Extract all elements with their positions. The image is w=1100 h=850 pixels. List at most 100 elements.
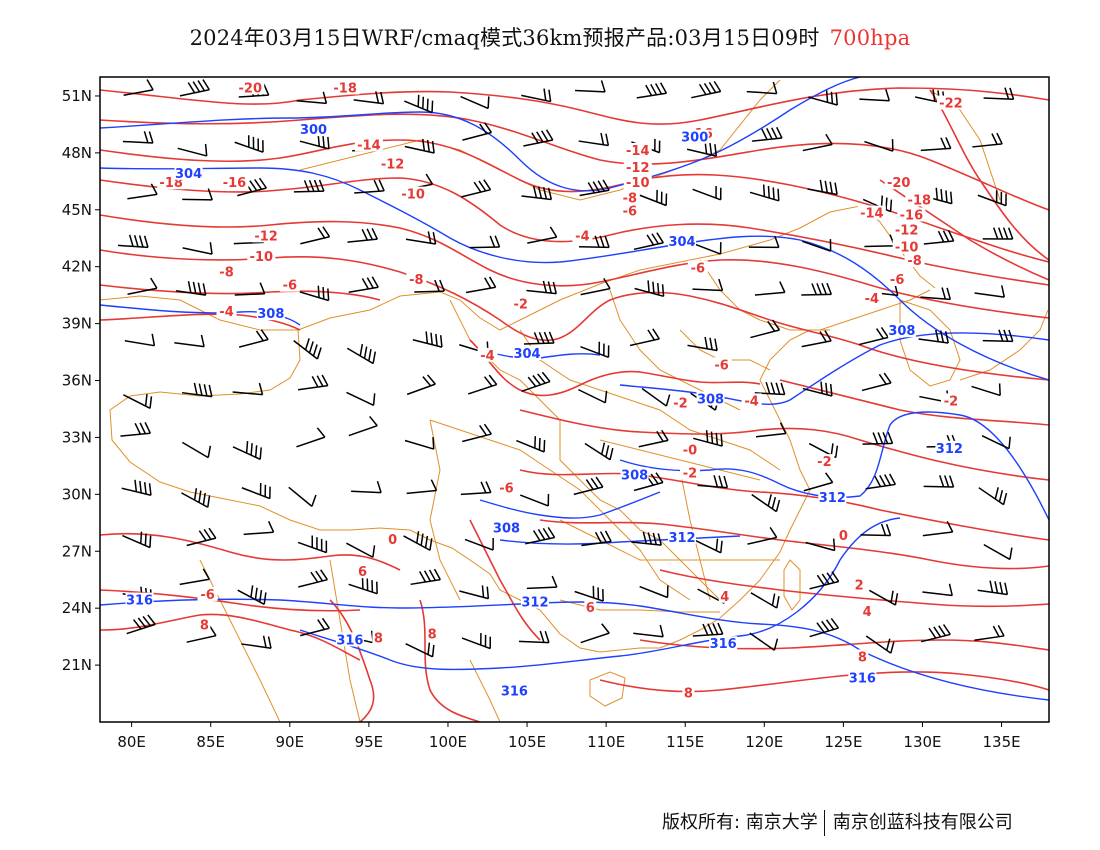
province-boundary xyxy=(519,329,781,471)
wind-barb xyxy=(460,95,490,110)
temperature-label-bg xyxy=(572,228,593,243)
y-tick-label: 33N xyxy=(62,428,92,446)
temperature-label-bg xyxy=(378,156,407,171)
temperature-contour xyxy=(100,87,1049,125)
geopotential-label-bg xyxy=(848,670,877,685)
wind-barb xyxy=(746,81,778,95)
geopotential-label: 304 xyxy=(175,167,202,182)
wind-barb xyxy=(520,493,550,507)
temperature-label: -4 xyxy=(744,394,758,409)
wind-barb xyxy=(920,137,952,152)
temperature-contour xyxy=(100,113,1049,211)
wind-barb xyxy=(752,126,783,142)
temperature-contour xyxy=(519,409,1049,481)
wind-barb xyxy=(575,80,606,93)
temperature-label-bg xyxy=(216,304,237,319)
temperature-contour xyxy=(929,89,1049,261)
temperature-label-bg xyxy=(496,480,517,495)
temperature-label-bg xyxy=(279,277,300,292)
geopotential-label: 304 xyxy=(513,347,540,362)
wind-barb xyxy=(982,227,1014,240)
wind-barb xyxy=(862,431,894,445)
wind-barb xyxy=(179,79,210,97)
wind-barb xyxy=(179,568,210,586)
temperature-contour xyxy=(519,469,1049,541)
wind-barb xyxy=(861,372,892,392)
temperature-contour xyxy=(100,532,401,571)
wind-barb xyxy=(346,391,376,406)
temperature-label: 6 xyxy=(358,565,367,580)
country-border xyxy=(329,559,361,722)
temperature-label-bg xyxy=(505,77,534,80)
temperature-label-bg xyxy=(216,264,237,279)
temperature-label: -18 xyxy=(908,193,932,208)
temperature-label-bg xyxy=(236,80,265,95)
temperature-label: -18 xyxy=(333,81,357,96)
wind-barb xyxy=(686,141,718,157)
temperature-label-bg xyxy=(892,222,921,237)
wind-barb xyxy=(920,624,951,643)
temperature-label: -6 xyxy=(714,358,728,373)
wind-barb xyxy=(521,185,553,201)
temperature-contours-layer xyxy=(100,87,1049,722)
temperature-label: -4 xyxy=(480,349,494,364)
temperature-label-bg xyxy=(936,95,965,110)
temperature-label-bg xyxy=(623,175,652,190)
wind-barb xyxy=(691,80,722,99)
wind-barb xyxy=(580,341,610,359)
wind-barb xyxy=(182,382,213,398)
geopotential-contour xyxy=(619,332,1049,405)
wind-barb xyxy=(692,186,722,201)
wind-barb xyxy=(860,523,892,537)
wind-barb xyxy=(404,437,435,450)
temperature-label: -0 xyxy=(683,444,697,459)
temperature-contour xyxy=(469,519,541,641)
province-boundary xyxy=(429,419,691,601)
x-tick-label: 110E xyxy=(587,733,625,751)
wind-barb xyxy=(182,188,213,201)
wind-barb xyxy=(974,625,1005,641)
wind-barb xyxy=(346,542,376,558)
temperature-label-bg xyxy=(386,531,399,546)
wind-barb xyxy=(692,278,724,292)
wind-barb xyxy=(243,520,275,536)
wind-barb xyxy=(404,94,434,114)
wind-barb xyxy=(526,280,557,295)
temperature-label-bg xyxy=(197,586,218,601)
x-axis: 80E 85E 90E 95E 100E 105E 110E 115E 120E 125E 130E… xyxy=(117,722,1021,751)
temperature-label: -6 xyxy=(623,205,637,220)
wind-barb xyxy=(923,229,955,245)
temperature-contour xyxy=(100,284,381,301)
wind-barb xyxy=(865,635,895,654)
x-tick-label: 100E xyxy=(429,733,467,751)
wind-barb xyxy=(750,592,780,609)
wind-barb xyxy=(751,493,781,513)
wind-barb xyxy=(638,429,669,448)
wind-barb xyxy=(578,132,610,147)
wind-barb xyxy=(805,538,836,552)
x-tick-label: 90E xyxy=(276,733,305,751)
wind-barb xyxy=(747,526,778,545)
temperature-label: -10 xyxy=(401,188,425,203)
wind-barb xyxy=(755,422,787,438)
company-label: 南京创蓝科技有限公司 xyxy=(832,812,1013,833)
wind-barb xyxy=(348,276,379,294)
wind-barb xyxy=(807,179,838,196)
temperature-label: -8 xyxy=(409,273,423,288)
wind-barb xyxy=(579,179,610,197)
wind-barb xyxy=(983,87,1015,101)
wind-barb xyxy=(809,571,840,590)
temperature-label-bg xyxy=(584,600,597,615)
boundaries-layer xyxy=(100,79,1049,722)
x-tick-label: 95E xyxy=(355,733,384,751)
wind-barb xyxy=(692,430,723,447)
wind-barb xyxy=(298,569,329,588)
wind-barb xyxy=(629,328,660,347)
geopotential-label: 312 xyxy=(668,531,695,546)
y-tick-label: 24N xyxy=(62,599,92,617)
temperature-label-bg xyxy=(687,260,708,275)
wind-barb xyxy=(523,129,554,147)
temperature-label: 8 xyxy=(858,651,867,666)
temperature-label-bg xyxy=(887,271,908,286)
wind-barb xyxy=(809,617,840,638)
